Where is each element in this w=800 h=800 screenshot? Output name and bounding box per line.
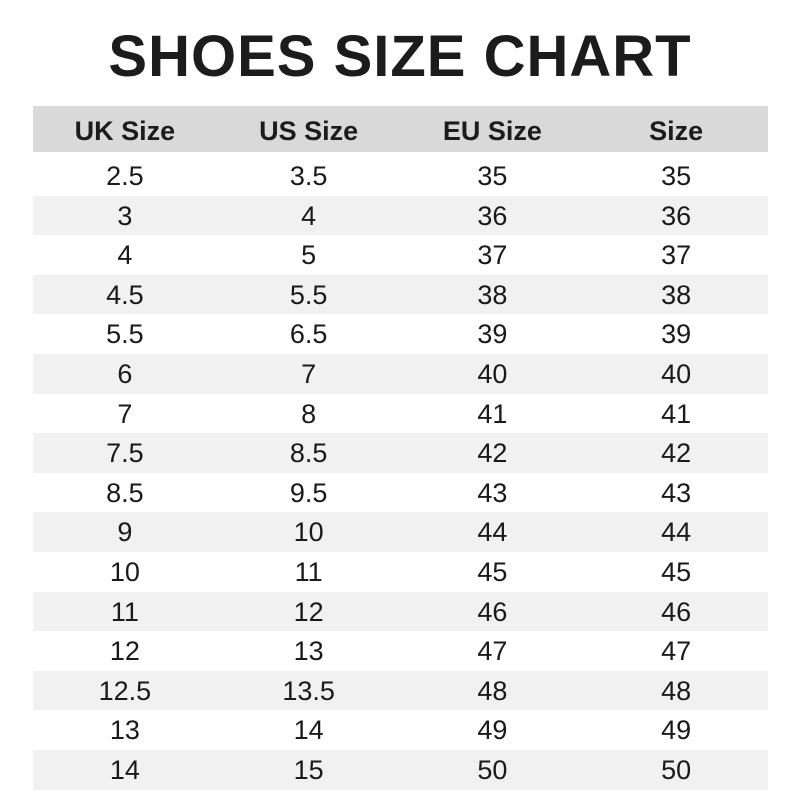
cell-uk: 12 xyxy=(109,636,140,667)
table-row: 12 13 47 47 xyxy=(33,631,768,671)
cell-size: 47 xyxy=(661,636,692,667)
cell-uk: 2.5 xyxy=(106,161,144,191)
cell-uk: 8.5 xyxy=(106,477,144,508)
cell-size: 44 xyxy=(661,517,692,548)
size-table: UK Size US Size EU Size Size 2.5 3.5 35 35 3… xyxy=(33,106,768,790)
cell-uk: 4.5 xyxy=(106,279,144,310)
cell-size: 43 xyxy=(661,477,692,508)
cell-us: 8.5 xyxy=(289,438,328,469)
cell-eu: 37 xyxy=(477,240,508,271)
cell-us: 3.5 xyxy=(289,161,328,191)
cell-us: 9.5 xyxy=(289,477,328,508)
cell-size: 49 xyxy=(661,715,692,746)
cell-eu: 45 xyxy=(477,556,508,587)
table-header: UK Size US Size EU Size Size xyxy=(33,106,768,152)
column-header-us: US Size xyxy=(259,116,359,146)
table-row: 2.5 3.5 35 35 xyxy=(33,156,768,196)
table-row: 13 14 49 49 xyxy=(33,710,768,750)
cell-eu: 47 xyxy=(477,636,508,667)
cell-uk: 14 xyxy=(109,754,140,785)
cell-uk: 13 xyxy=(109,715,140,746)
cell-size: 37 xyxy=(661,240,692,271)
cell-eu: 41 xyxy=(477,398,508,429)
cell-size: 46 xyxy=(661,596,692,627)
cell-eu: 50 xyxy=(477,754,508,785)
cell-size: 38 xyxy=(661,279,692,310)
cell-uk: 5.5 xyxy=(106,319,144,350)
cell-size: 50 xyxy=(661,754,692,785)
cell-size: 42 xyxy=(661,438,692,469)
cell-uk: 10 xyxy=(109,556,140,587)
cell-size: 35 xyxy=(661,161,692,191)
cell-us: 6.5 xyxy=(289,319,328,350)
cell-eu: 39 xyxy=(477,319,508,350)
table-row: 6 7 40 40 xyxy=(33,353,768,394)
cell-uk: 6 xyxy=(117,358,133,389)
cell-us: 10 xyxy=(293,517,324,548)
cell-us: 11 xyxy=(294,556,323,587)
cell-uk: 12.5 xyxy=(98,675,152,706)
table-row: 4.5 5.5 38 38 xyxy=(33,274,768,315)
cell-eu: 48 xyxy=(477,675,508,706)
table-row: 12.5 13.5 48 48 xyxy=(33,670,768,711)
cell-us: 13 xyxy=(293,636,324,667)
table-body: 2.5 3.5 35 35 3 4 36 36 4 5 37 37 4.5 5.5 38 38 5.5 6.5 39… xyxy=(33,156,768,790)
cell-eu: 42 xyxy=(477,438,508,469)
cell-us: 8 xyxy=(301,398,317,429)
table-row: 4 5 37 37 xyxy=(33,235,768,275)
cell-uk: 4 xyxy=(117,240,133,271)
table-row: 11 12 46 46 xyxy=(33,591,768,632)
table-row: 9 10 44 44 xyxy=(33,512,768,552)
cell-eu: 35 xyxy=(477,161,508,191)
cell-us: 12 xyxy=(293,596,324,627)
cell-size: 40 xyxy=(661,358,692,389)
cell-size: 39 xyxy=(661,319,692,350)
cell-us: 13.5 xyxy=(282,675,335,706)
table-row: 14 15 50 50 xyxy=(33,749,768,790)
cell-us: 4 xyxy=(301,200,317,231)
table-row: 8.5 9.5 43 43 xyxy=(33,473,768,513)
cell-uk: 9 xyxy=(117,517,133,548)
table-row: 7 8 41 41 xyxy=(33,394,768,434)
cell-us: 14 xyxy=(293,715,324,746)
page-title: SHOES SIZE CHART xyxy=(108,24,692,89)
cell-eu: 36 xyxy=(477,200,508,231)
cell-us: 5 xyxy=(301,240,317,271)
cell-uk: 7.5 xyxy=(106,438,144,469)
column-header-eu: EU Size xyxy=(442,116,542,146)
column-header-size: Size xyxy=(649,116,704,146)
cell-eu: 38 xyxy=(477,279,508,310)
cell-eu: 44 xyxy=(477,517,508,548)
cell-uk: 7 xyxy=(117,398,133,429)
table-row: 5.5 6.5 39 39 xyxy=(33,314,768,354)
cell-uk: 11 xyxy=(110,596,139,627)
cell-size: 48 xyxy=(661,675,692,706)
cell-eu: 40 xyxy=(477,358,508,389)
cell-eu: 46 xyxy=(477,596,508,627)
cell-us: 7 xyxy=(301,358,317,389)
cell-uk: 3 xyxy=(117,200,133,231)
cell-eu: 43 xyxy=(477,477,508,508)
cell-eu: 49 xyxy=(477,715,508,746)
cell-size: 41 xyxy=(661,398,692,429)
table-row: 10 11 45 45 xyxy=(33,552,768,592)
cell-size: 45 xyxy=(661,556,692,587)
table-row: 7.5 8.5 42 42 xyxy=(33,433,768,473)
table-row: 3 4 36 36 xyxy=(33,195,768,236)
cell-size: 36 xyxy=(661,200,692,231)
cell-us: 15 xyxy=(293,754,324,785)
cell-us: 5.5 xyxy=(289,279,328,310)
column-header-uk: UK Size xyxy=(74,116,176,146)
